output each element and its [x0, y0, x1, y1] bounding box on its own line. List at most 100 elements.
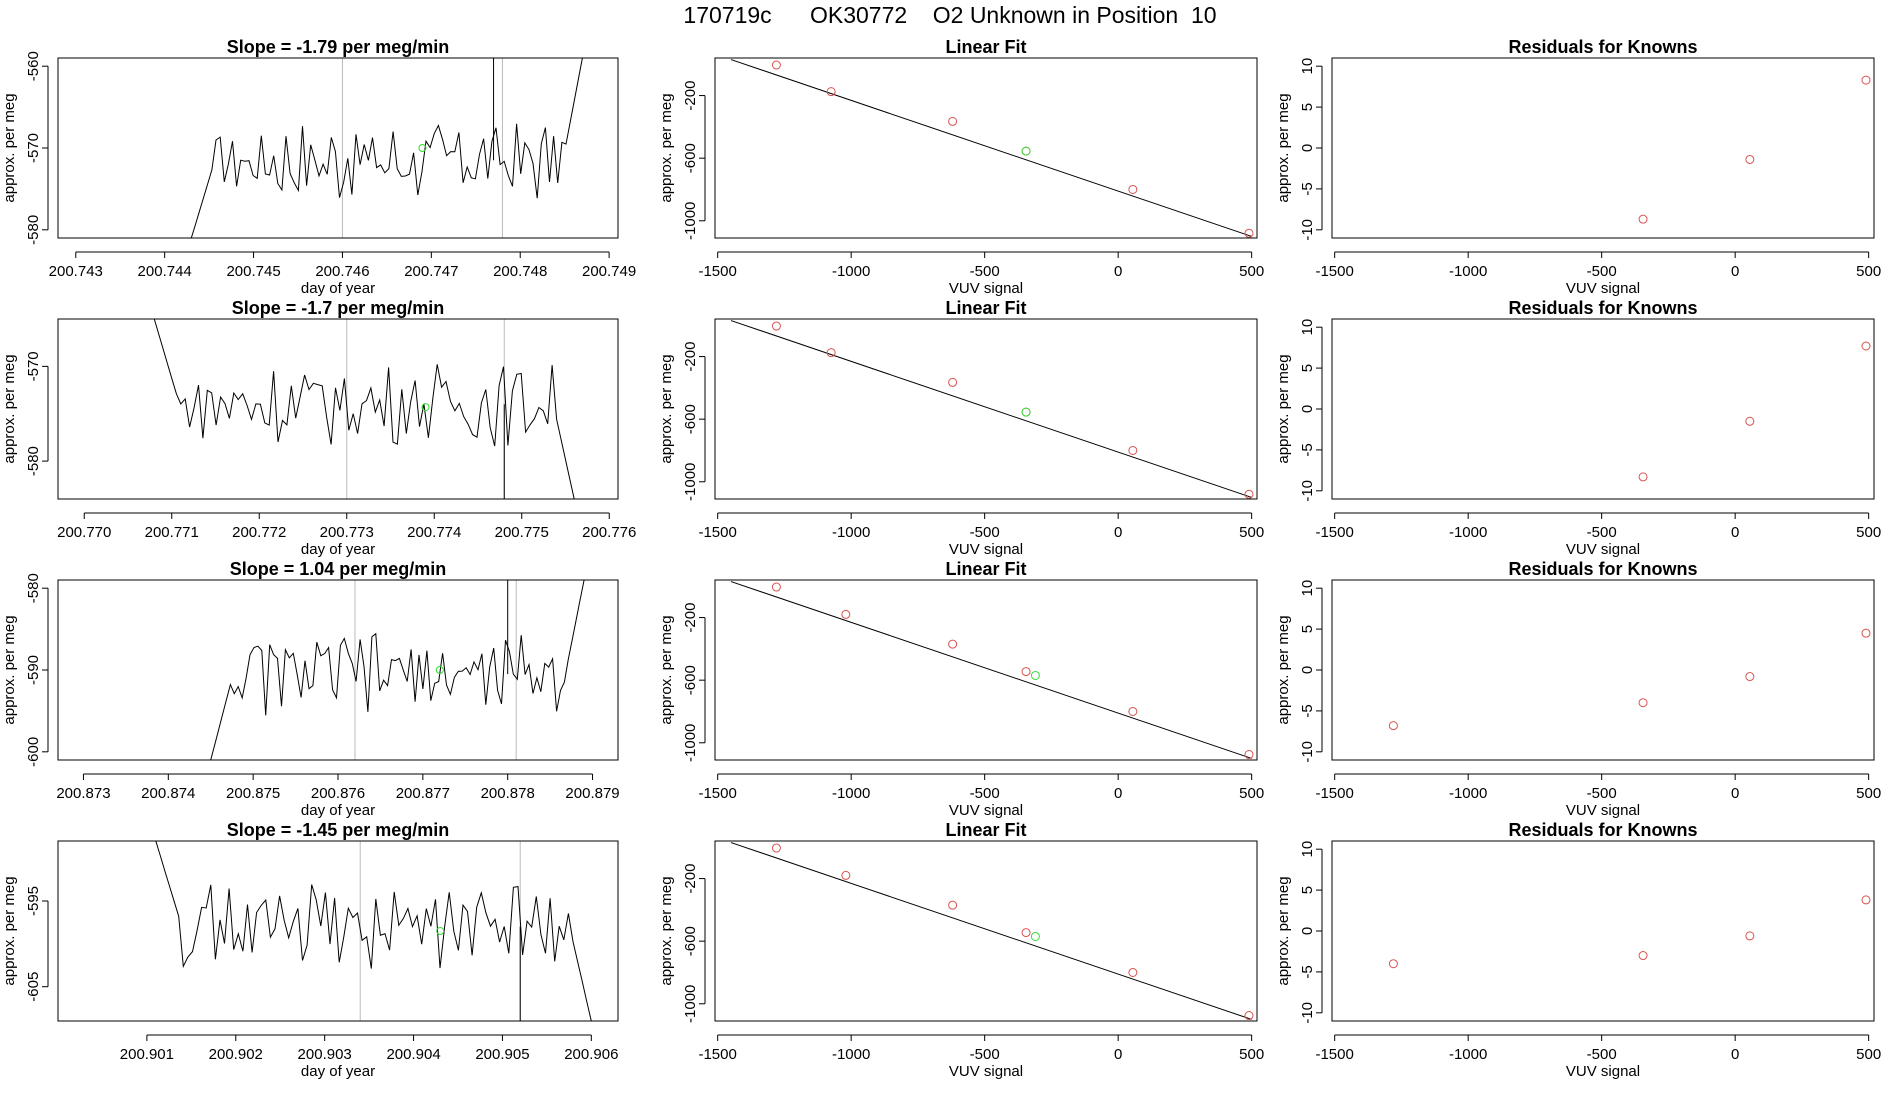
- x-tick-label: -1500: [698, 785, 736, 802]
- plot-area: [1638, 75, 1871, 224]
- y-tick-label: -200: [682, 603, 699, 633]
- x-tick-label: -1500: [698, 524, 736, 541]
- x-tick-label: 200.876: [311, 785, 365, 802]
- known-point: [771, 60, 781, 70]
- y-tick-label: -580: [25, 446, 42, 476]
- x-tick-label: 200.878: [481, 785, 535, 802]
- panel-title: Linear Fit: [945, 298, 1026, 318]
- y-tick-label: -600: [682, 404, 699, 434]
- y-tick-label: -10: [1299, 480, 1316, 502]
- unknown-point: [418, 144, 427, 152]
- x-axis-label: VUV signal: [949, 541, 1023, 558]
- x-tick-label: 200.901: [120, 1046, 174, 1063]
- y-tick-label: -200: [682, 864, 699, 894]
- x-tick-label: 200.902: [209, 1046, 263, 1063]
- known-point: [771, 843, 781, 853]
- series-line: [153, 319, 575, 499]
- panel-r3-c3: Residuals for Knowns -1500 -1000 -500 0 500 VU…: [1275, 559, 1881, 819]
- y-tick-label: -580: [25, 573, 42, 603]
- x-tick-label: 200.906: [564, 1046, 618, 1063]
- plot-frame: [1331, 579, 1875, 761]
- x-tick-label: -1000: [832, 1046, 870, 1063]
- panel-r4-c3: Residuals for Knowns -1500 -1000 -500 0 500 VU…: [1275, 820, 1881, 1080]
- x-tick-label: 500: [1239, 785, 1264, 802]
- known-point: [826, 87, 836, 97]
- x-tick-label: 200.874: [141, 785, 195, 802]
- x-tick-label: -1000: [832, 524, 870, 541]
- known-point: [841, 609, 851, 619]
- y-tick-label: -5: [1299, 965, 1316, 978]
- plot-area: [730, 581, 1254, 760]
- x-tick-label: 0: [1114, 1046, 1122, 1063]
- plot-frame: [714, 318, 1258, 500]
- known-point: [826, 348, 836, 358]
- x-tick-label: -1000: [832, 785, 870, 802]
- series-line: [155, 841, 592, 1021]
- x-tick-label: -500: [970, 1046, 1000, 1063]
- y-tick-label: -5: [1299, 443, 1316, 456]
- x-tick-label: 0: [1114, 524, 1122, 541]
- known-point: [1388, 959, 1398, 969]
- panel-title: Linear Fit: [945, 559, 1026, 579]
- y-tick-label: -560: [25, 51, 42, 81]
- panel-r4-c1: Slope = -1.45 per meg/min 200.901 200.902 2…: [1, 820, 619, 1080]
- plot-frame: [714, 579, 1258, 761]
- y-tick-label: -600: [25, 737, 42, 767]
- x-axis-label: VUV signal: [1566, 280, 1640, 297]
- panel-title: Slope = 1.04 per meg/min: [230, 559, 447, 579]
- y-axis-label: approx. per meg: [658, 615, 675, 724]
- known-point: [1128, 445, 1138, 455]
- panel-title: Linear Fit: [945, 820, 1026, 840]
- plot-area: [190, 58, 583, 238]
- x-tick-label: 200.749: [582, 263, 636, 280]
- y-tick-label: -600: [682, 926, 699, 956]
- y-tick-label: -570: [25, 133, 42, 163]
- known-point: [1128, 184, 1138, 194]
- x-axis-label: day of year: [301, 541, 375, 558]
- x-tick-label: 200.747: [404, 263, 458, 280]
- panel-title: Residuals for Knowns: [1508, 298, 1697, 318]
- unknown-point: [1030, 931, 1040, 941]
- known-point: [1638, 472, 1648, 482]
- x-axis-label: day of year: [301, 802, 375, 819]
- plot-area: [730, 59, 1254, 238]
- x-tick-label: 500: [1856, 785, 1881, 802]
- plot-frame: [714, 57, 1258, 239]
- x-tick-label: 200.773: [320, 524, 374, 541]
- y-tick-label: -10: [1299, 219, 1316, 241]
- x-axis-label: VUV signal: [949, 1063, 1023, 1080]
- panel-r1-c2: Linear Fit -1500 -1000 -500 0 500 VUV signal -1…: [658, 37, 1264, 297]
- x-tick-label: 200.746: [315, 263, 369, 280]
- plot-frame: [714, 840, 1258, 1022]
- x-tick-label: -500: [1587, 524, 1617, 541]
- y-axis-label: approx. per meg: [1, 615, 18, 724]
- x-tick-label: 200.904: [386, 1046, 440, 1063]
- y-axis-label: approx. per meg: [1, 354, 18, 463]
- y-tick-label: -570: [25, 351, 42, 381]
- panel-r3-c2: Linear Fit -1500 -1000 -500 0 500 VUV signal -1…: [658, 559, 1264, 819]
- y-tick-label: -600: [682, 665, 699, 695]
- y-tick-label: -1000: [682, 724, 699, 762]
- y-tick-label: 5: [1299, 886, 1316, 894]
- plot-frame: [57, 57, 619, 239]
- page-title: 170719c OK30772 O2 Unknown in Position 1…: [683, 2, 1217, 28]
- x-tick-label: 200.774: [407, 524, 461, 541]
- plot-area: [1638, 341, 1871, 482]
- y-axis-label: approx. per meg: [1, 876, 18, 985]
- panel-title: Linear Fit: [945, 37, 1026, 57]
- y-tick-label: -600: [682, 143, 699, 173]
- y-tick-label: -10: [1299, 1002, 1316, 1024]
- plot-area: [730, 842, 1254, 1021]
- y-tick-label: 10: [1299, 58, 1316, 75]
- x-tick-label: 0: [1731, 524, 1739, 541]
- y-axis-label: approx. per meg: [658, 354, 675, 463]
- x-tick-label: 0: [1114, 785, 1122, 802]
- fit-line: [730, 59, 1252, 237]
- known-point: [1745, 416, 1755, 426]
- unknown-point: [435, 666, 444, 674]
- x-axis-label: day of year: [301, 1063, 375, 1080]
- x-tick-label: 200.875: [226, 785, 280, 802]
- x-tick-label: -1500: [698, 263, 736, 280]
- x-tick-label: -500: [970, 263, 1000, 280]
- y-tick-label: 0: [1299, 144, 1316, 152]
